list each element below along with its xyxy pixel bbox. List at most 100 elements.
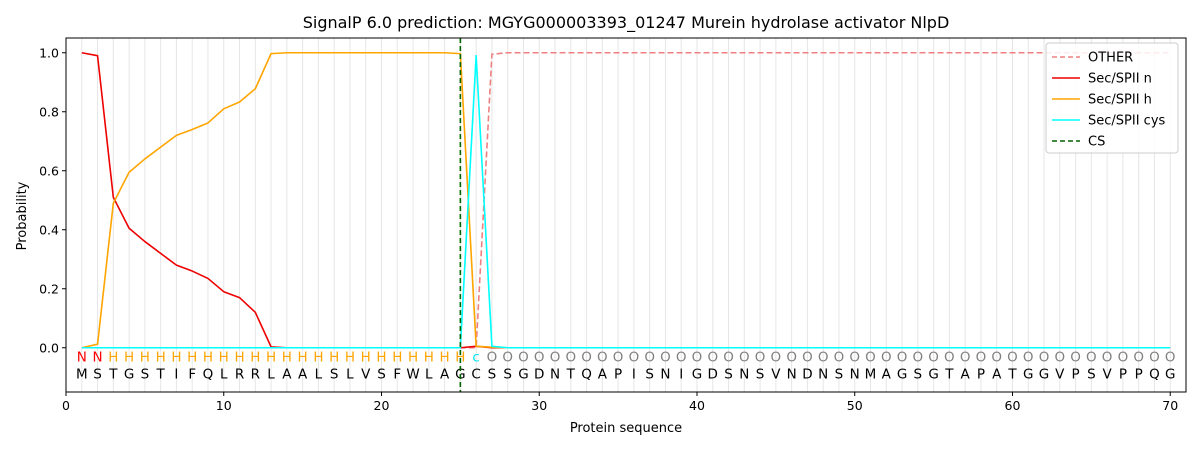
residue-letter: S [645, 367, 654, 383]
x-tick-label: 50 [847, 398, 863, 413]
y-tick-label: 0.8 [39, 104, 59, 119]
residue-letter: A [598, 367, 608, 383]
region-label: H [156, 350, 166, 366]
region-label: O [755, 350, 766, 366]
region-label: O [1023, 350, 1034, 366]
legend-label: Sec/SPII n [1088, 72, 1152, 87]
chart-title: SignalP 6.0 prediction: MGYG000003393_01… [303, 13, 950, 33]
region-label: H [408, 350, 418, 366]
residue-letter: V [361, 367, 371, 383]
residue-letter: L [220, 367, 228, 383]
region-label: O [1133, 350, 1144, 366]
region-label: H [329, 350, 339, 366]
residue-letter: G [897, 367, 907, 383]
x-tick-label: 10 [216, 398, 232, 413]
residue-letter: D [708, 367, 718, 383]
residue-letter: P [1135, 367, 1143, 383]
region-label: O [818, 350, 829, 366]
residue-letter: T [566, 367, 576, 383]
residue-letter: T [156, 367, 166, 383]
y-tick-label: 0.4 [39, 222, 59, 237]
y-axis-label: Probability [15, 181, 30, 250]
residue-letter: G [1165, 367, 1175, 383]
region-label: O [802, 350, 813, 366]
region-label: O [897, 350, 908, 366]
residue-letter: I [679, 367, 683, 383]
legend: OTHER Sec/SPII n Sec/SPII h Sec/SPII cys CS [1045, 42, 1179, 154]
region-label: O [597, 350, 608, 366]
residue-letter: G [1039, 367, 1049, 383]
region-label: H [250, 350, 260, 366]
residue-letter: D [802, 367, 812, 383]
plot-area: MNSNTHGHSHTHIHFHQHLHRHRHLHAHAHLHSHLHVHSH… [39, 37, 1187, 413]
region-label: O [976, 350, 987, 366]
residue-letter: F [393, 367, 401, 383]
residue-letter: A [440, 367, 450, 383]
y-tick-label: 0.2 [39, 281, 59, 296]
residue-letter: S [330, 367, 339, 383]
residue-letter: N [660, 367, 670, 383]
region-label: O [771, 350, 782, 366]
region-label: O [739, 350, 750, 366]
x-axis-label: Protein sequence [570, 421, 682, 436]
region-label: H [234, 350, 244, 366]
residue-letter: S [377, 367, 386, 383]
legend-label: OTHER [1088, 51, 1133, 66]
legend-box [1045, 42, 1179, 154]
residue-letter: Q [1149, 367, 1160, 383]
region-label: H [282, 350, 292, 366]
residue-letter: Q [203, 367, 214, 383]
residue-letter: N [739, 367, 749, 383]
region-label: O [1054, 350, 1065, 366]
x-tick-label: 0 [62, 398, 70, 413]
x-tick-label: 70 [1162, 398, 1178, 413]
legend-label: CS [1088, 135, 1105, 150]
residue-letter: A [882, 367, 892, 383]
residue-letter: S [914, 367, 923, 383]
residue-letter: F [188, 367, 196, 383]
region-label: O [1165, 350, 1176, 366]
region-label: O [676, 350, 687, 366]
region-label: H [345, 350, 355, 366]
residue-letter: P [614, 367, 622, 383]
region-label: H [392, 350, 402, 366]
region-label: O [991, 350, 1002, 366]
residue-letter: A [992, 367, 1002, 383]
region-label: O [613, 350, 624, 366]
residue-letter: S [756, 367, 765, 383]
residue-letter: V [771, 367, 781, 383]
region-label: O [1007, 350, 1018, 366]
region-label: O [1102, 350, 1113, 366]
y-tick-label: 1.0 [39, 45, 59, 60]
region-label: O [707, 350, 718, 366]
region-label: O [550, 350, 561, 366]
residue-letter: A [282, 367, 292, 383]
x-tick-label: 60 [1005, 398, 1021, 413]
residue-letter: L [425, 367, 433, 383]
region-label: H [361, 350, 371, 366]
residue-letter: C [471, 367, 480, 383]
residue-letter: A [961, 367, 971, 383]
region-label: O [692, 350, 703, 366]
residue-letter: T [944, 367, 954, 383]
region-label: O [534, 350, 545, 366]
region-label: H [203, 350, 213, 366]
y-tick-label: 0.0 [39, 340, 59, 355]
region-label: O [1118, 350, 1129, 366]
region-label: H [171, 350, 181, 366]
residue-letter: N [850, 367, 860, 383]
region-label: O [487, 350, 498, 366]
x-tick-label: 40 [689, 398, 705, 413]
region-label: H [219, 350, 229, 366]
region-label: O [581, 350, 592, 366]
residue-letter: T [1007, 367, 1017, 383]
region-label: H [140, 350, 150, 366]
residue-letter: S [93, 367, 102, 383]
residue-letter: S [488, 367, 497, 383]
residue-letter: G [692, 367, 702, 383]
residue-letter: N [550, 367, 560, 383]
plot-frame [65, 37, 1187, 393]
residue-letter: M [865, 367, 877, 383]
residue-letter: L [267, 367, 275, 383]
